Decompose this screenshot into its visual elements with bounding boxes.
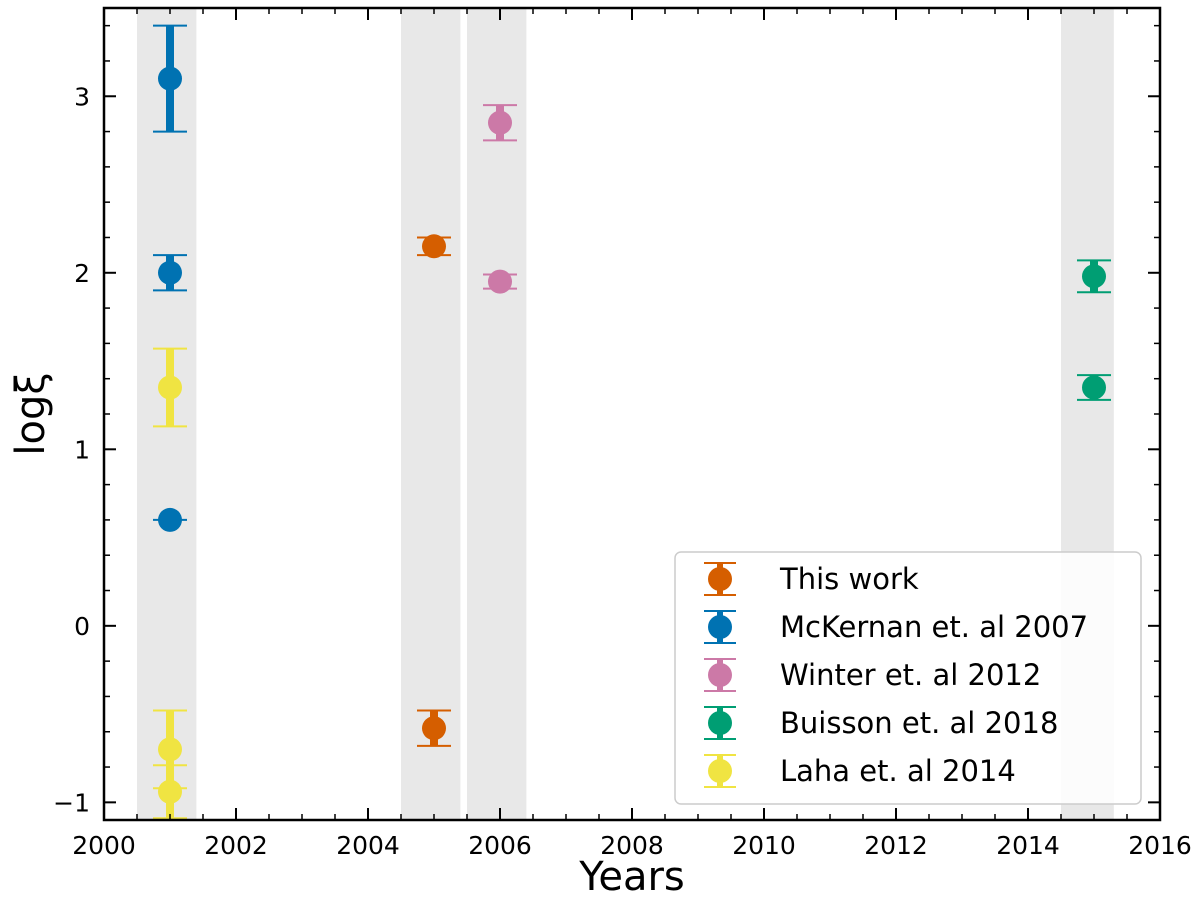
data-point	[153, 24, 187, 133]
point-marker	[158, 737, 182, 762]
legend-label: McKernan et. al 2007	[780, 610, 1088, 644]
data-points	[153, 24, 1111, 820]
y-tick-label: −1	[53, 788, 90, 817]
data-point	[1077, 259, 1111, 294]
legend-item: McKernan et. al 2007	[704, 610, 1088, 644]
shaded-region-2	[401, 8, 461, 820]
point-marker	[158, 779, 182, 804]
legend-marker	[708, 567, 732, 591]
legend-label: This work	[779, 562, 919, 596]
data-point	[483, 104, 517, 142]
x-tick-label: 2016	[1128, 831, 1192, 860]
point-marker	[488, 269, 512, 294]
legend-marker	[708, 759, 732, 783]
legend: This work McKernan et. al 2007 Winter et. …	[674, 551, 1142, 805]
y-axis-title: logξ	[8, 372, 54, 455]
data-point	[417, 709, 451, 747]
point-marker	[422, 234, 446, 259]
point-marker	[158, 507, 182, 532]
point-marker	[158, 260, 182, 285]
x-tick-label: 2002	[204, 831, 268, 860]
point-marker	[158, 375, 182, 400]
shaded-region-3	[467, 8, 527, 820]
point-marker	[488, 110, 512, 135]
legend-marker	[708, 663, 732, 687]
x-tick-label: 2008	[600, 831, 664, 860]
data-point	[153, 254, 187, 292]
x-tick-label: 2012	[864, 831, 928, 860]
legend-item: This work	[704, 562, 919, 596]
point-marker	[422, 716, 446, 741]
data-point	[153, 507, 187, 532]
x-axis-title: Years	[578, 854, 685, 900]
point-marker	[1082, 375, 1106, 400]
point-marker	[1082, 264, 1106, 289]
x-tick-label: 2004	[336, 831, 400, 860]
legend-marker	[708, 615, 732, 639]
x-tick-label: 2014	[996, 831, 1060, 860]
y-tick-label: 2	[74, 259, 90, 288]
legend-box	[674, 551, 1142, 805]
data-point	[1077, 374, 1111, 401]
y-tick-label: 0	[74, 612, 90, 641]
legend-label: Laha et. al 2014	[780, 754, 1016, 788]
x-tick-label: 2006	[468, 831, 532, 860]
axis-ticks: 2000 2002 2004 2006 2008 2010 2012 2014 2016 −1 0 1…	[53, 8, 1192, 860]
data-point	[417, 234, 451, 259]
data-point	[153, 347, 187, 428]
point-marker	[158, 66, 182, 91]
x-tick-label: 2000	[72, 831, 136, 860]
legend-label: Winter et. al 2012	[780, 658, 1041, 692]
legend-item: Buisson et. al 2018	[704, 706, 1058, 740]
legend-item: Laha et. al 2014	[704, 754, 1016, 788]
legend-label: Buisson et. al 2018	[780, 706, 1058, 740]
y-tick-label: 1	[74, 435, 90, 464]
x-tick-label: 2010	[732, 831, 796, 860]
data-point	[483, 269, 517, 294]
legend-item: Winter et. al 2012	[704, 658, 1041, 692]
legend-marker	[708, 711, 732, 735]
y-tick-label: 3	[74, 82, 90, 111]
